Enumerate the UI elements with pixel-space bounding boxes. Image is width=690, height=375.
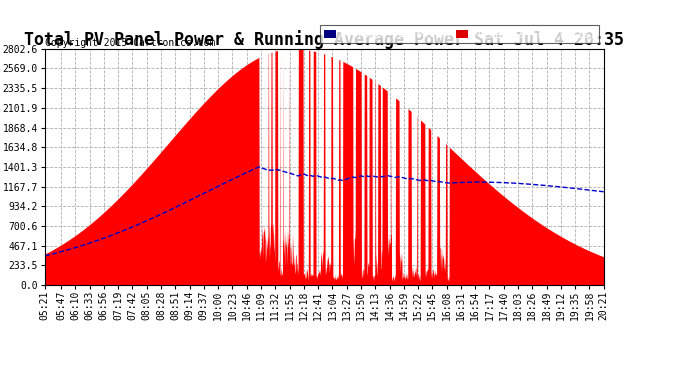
Text: Copyright 2015 Cartronics.com: Copyright 2015 Cartronics.com [45, 38, 215, 48]
Title: Total PV Panel Power & Running Average Power Sat Jul 4 20:35: Total PV Panel Power & Running Average P… [24, 30, 624, 49]
Legend: Average  (DC Watts), PV Panels  (DC Watts): Average (DC Watts), PV Panels (DC Watts) [320, 25, 599, 43]
